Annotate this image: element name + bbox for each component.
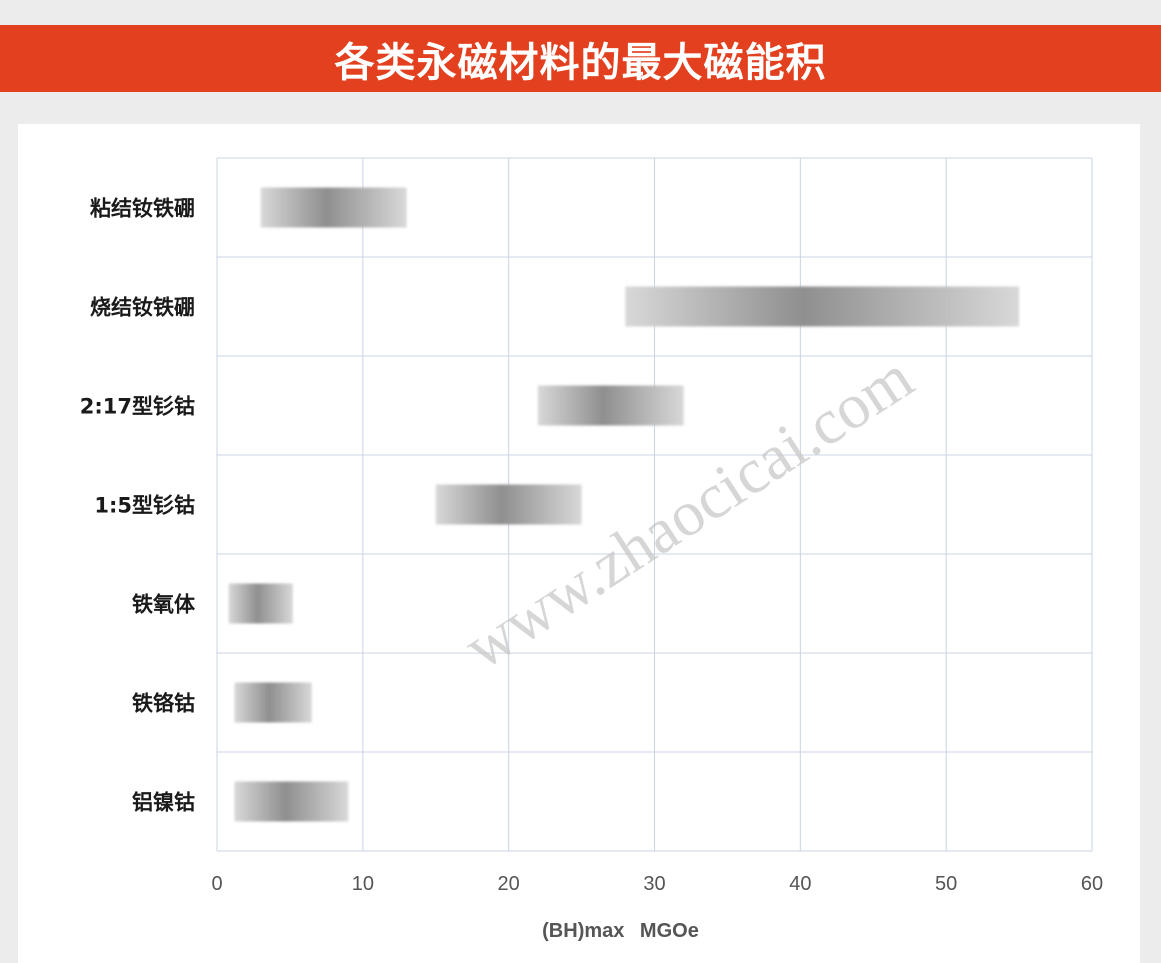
x-tick-label: 50	[935, 873, 957, 895]
range-bar	[260, 187, 407, 228]
x-axis-title: (BH)max MGOe	[542, 920, 699, 942]
bars	[228, 187, 1020, 822]
chart-card	[18, 124, 1140, 963]
category-label: 铁氧体	[132, 593, 196, 617]
category-label: 铝镍钴	[132, 791, 195, 815]
category-label: 铁铬钴	[132, 692, 195, 716]
x-tick-label: 60	[1081, 873, 1103, 895]
x-tick-label: 0	[211, 873, 222, 895]
category-label: 1:5型钐钴	[94, 494, 195, 518]
x-tick-label: 10	[352, 873, 374, 895]
range-bar	[435, 484, 582, 525]
category-label: 2:17型钐钴	[80, 395, 195, 419]
x-tick-label: 20	[498, 873, 520, 895]
x-tick-label: 40	[789, 873, 811, 895]
range-bar	[537, 385, 684, 426]
range-bar	[625, 286, 1020, 327]
range-bar	[228, 583, 293, 624]
x-tick-label: 30	[643, 873, 665, 895]
range-bar	[234, 682, 312, 723]
grid	[216, 157, 1093, 852]
category-label: 烧结钕铁硼	[90, 296, 195, 320]
range-bar	[234, 781, 349, 822]
x-tick-labels: 0 10 20 30 40 50 60	[211, 873, 1103, 895]
title-banner: 各类永磁材料的最大磁能积	[0, 25, 1161, 92]
category-label: 粘结钕铁硼	[90, 197, 195, 221]
chart-title: 各类永磁材料的最大磁能积	[334, 39, 827, 86]
